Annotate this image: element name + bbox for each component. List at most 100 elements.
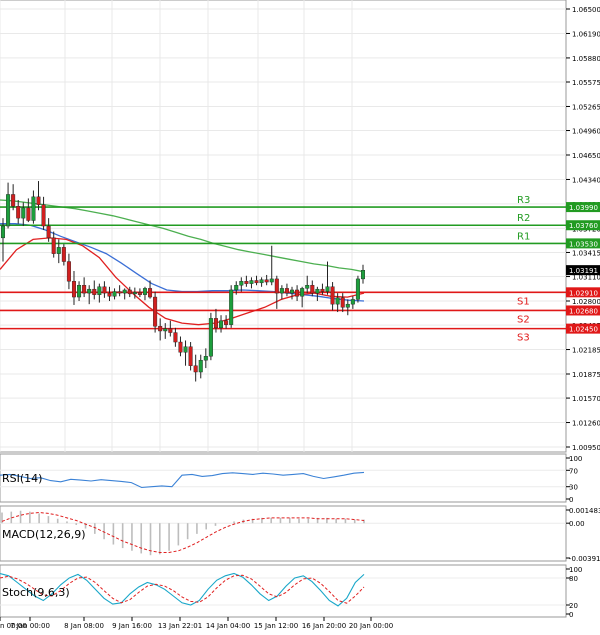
candle-down (107, 292, 112, 297)
candle-down (46, 225, 51, 239)
candle-up (87, 288, 92, 294)
time-tick-label: 7 Jan 00:00 (10, 622, 50, 630)
candle-down (213, 318, 218, 329)
candle-up (208, 318, 213, 357)
candle-down (173, 332, 178, 343)
level-price-tag: 1.03990 (569, 204, 598, 212)
indicator-tick-label: 20 (569, 602, 578, 610)
rsi-line (0, 471, 365, 489)
price-tick-label: 1.00950 (572, 444, 600, 452)
level-price-tag-bg (566, 238, 600, 249)
time-tick-label: 9 Jan 16:00 (112, 622, 152, 630)
candle-down (168, 328, 173, 333)
stoch-d-series (0, 574, 365, 604)
price-tick-label: 1.03415 (572, 249, 600, 257)
candle-down (137, 292, 142, 295)
candle-down (16, 206, 21, 219)
price-tick-label: 1.06190 (572, 30, 600, 38)
stoch-label: Stoch(9,6,3) (2, 586, 70, 599)
time-tick-label: 15 Jan 12:00 (254, 622, 298, 630)
level-price-tag: 1.02450 (569, 326, 598, 334)
macd-signal-series (1, 511, 365, 553)
indicator-tick-label: 0 (569, 611, 573, 619)
candle-down (71, 281, 76, 298)
rsi-grid (0, 469, 566, 488)
candle-down (61, 247, 66, 262)
macd-label: MACD(12,26,9) (2, 528, 86, 541)
candle-down (224, 320, 229, 325)
candle-up (249, 280, 254, 284)
candle-up (345, 303, 350, 308)
time-tick-label: n 00:00 (0, 622, 27, 630)
candle-down (66, 261, 71, 282)
candle-up (6, 194, 11, 227)
price-tick-label: 1.04960 (572, 128, 600, 136)
candle-up (163, 328, 168, 332)
candle-down (117, 291, 122, 294)
candle-down (264, 279, 269, 283)
candle-down (188, 346, 193, 366)
rsi-pane[interactable]: RSI(14) (0, 453, 567, 503)
candle-down (41, 204, 46, 227)
candle-up (219, 320, 224, 329)
indicator-tick-label: 0.00 (569, 520, 585, 528)
candle-up (234, 285, 239, 291)
price-tick-label: 1.01260 (572, 420, 600, 428)
candle-up (355, 278, 360, 300)
rsi-pane-frame (0, 453, 567, 503)
macd-axis: 0.001483 0.00 -0.003914 (566, 507, 600, 563)
candle-up (315, 288, 320, 294)
rsi-axis: 100 70 30 0 (566, 455, 582, 504)
candle-down (330, 286, 335, 305)
candle-down (254, 280, 259, 284)
candle-down (153, 296, 158, 327)
price-axis: 1.06500 1.06190 1.05880 1.05575 1.05265 1.049… (566, 6, 600, 452)
stoch-lines (0, 572, 365, 607)
level-price-tag: 1.02680 (569, 307, 598, 315)
candle-up (203, 356, 208, 361)
candle-up (361, 270, 366, 280)
candle-up (300, 288, 305, 297)
current-price-tag-bg (566, 265, 600, 276)
macd-histogram (1, 510, 365, 556)
candle-down (295, 289, 300, 297)
candle-down (193, 365, 198, 373)
candle-up (97, 286, 102, 295)
candle-up (279, 288, 284, 294)
candle-down (11, 194, 16, 207)
candle-down (158, 326, 163, 332)
current-price-tag: 1.03191 (569, 267, 598, 275)
price-tick-label: 1.04340 (572, 176, 600, 184)
candle-up (325, 286, 330, 292)
level-name-r1: R1 (517, 231, 530, 242)
price-tick-label: 1.03110 (572, 274, 600, 282)
price-tick-label: 1.05575 (572, 79, 600, 87)
candle-down (320, 288, 325, 292)
candle-up (56, 247, 61, 254)
level-price-tag-bg (566, 323, 600, 334)
level-name-r2: R2 (517, 213, 530, 224)
time-tick-label: 13 Jan 22:01 (158, 622, 202, 630)
candle-down (102, 286, 107, 294)
candle-up (112, 291, 117, 297)
candle-up (269, 278, 274, 283)
candle-up (198, 359, 203, 373)
rsi-series (0, 471, 365, 489)
price-tick-label: 1.06500 (572, 6, 600, 14)
level-price-tag-bg (566, 220, 600, 231)
time-tick-label: 8 Jan 08:00 (64, 622, 104, 630)
level-price-tag: 1.03530 (569, 240, 598, 248)
price-grid (0, 0, 566, 452)
indicator-tick-label: -0.003914 (569, 555, 600, 563)
indicator-tick-label: 30 (569, 484, 578, 492)
candle-up (21, 207, 26, 219)
indicator-tick-label: 0 (569, 496, 573, 504)
level-price-tag-bg (566, 202, 600, 213)
price-pane[interactable]: R3 R2 R1 S1 S2 S3 (0, 0, 567, 453)
macd-pane[interactable]: MACD(12,26,9) (0, 505, 567, 562)
candle-down (340, 297, 345, 308)
indicator-tick-label: 80 (569, 575, 578, 583)
price-tick-label: 1.01875 (572, 371, 600, 379)
stoch-pane[interactable]: Stoch(9,6,3) (0, 564, 567, 618)
